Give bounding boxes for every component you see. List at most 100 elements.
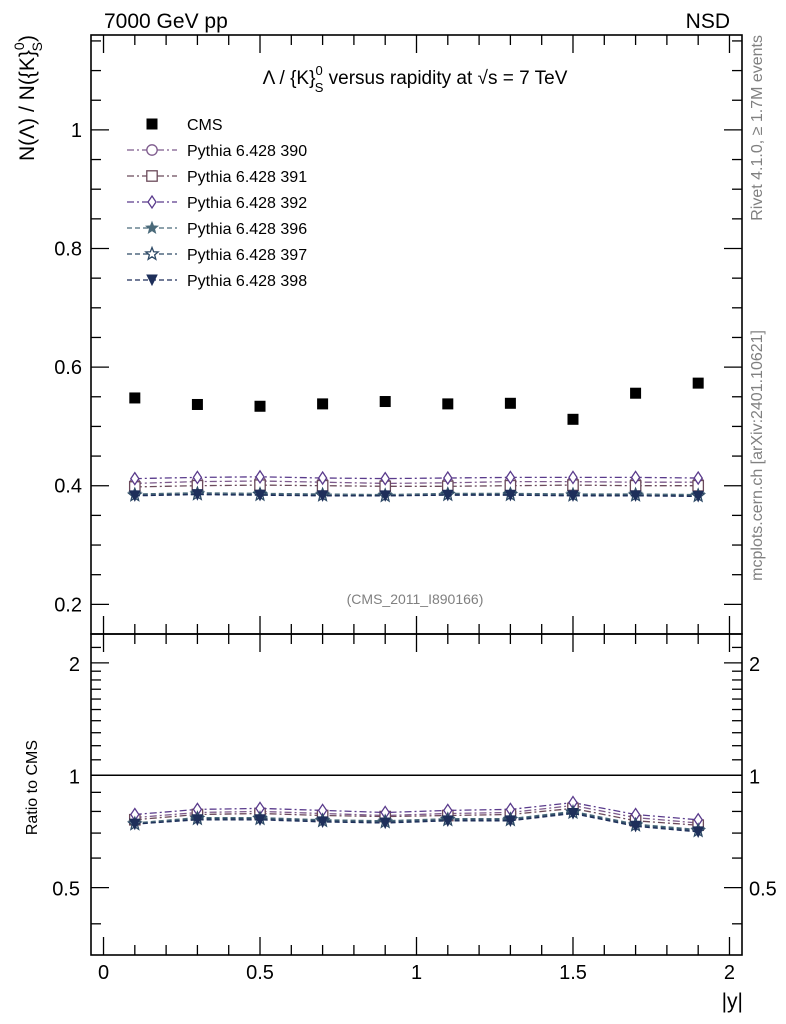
y-tick-label: 0.6 <box>54 357 82 379</box>
data-point <box>130 471 140 486</box>
ratio-frame <box>90 633 743 956</box>
ratio-point <box>567 807 579 820</box>
data-point <box>629 490 642 502</box>
ratio-y-tick-label-right: 1 <box>749 766 760 788</box>
legend-entry: CMS <box>146 117 223 134</box>
ratio-series-5 <box>126 804 707 838</box>
data-point <box>630 387 642 399</box>
legend-marker <box>144 245 160 261</box>
legend-label: Pythia 6.428 392 <box>187 195 307 212</box>
data-point <box>192 470 203 485</box>
series-line <box>134 480 699 485</box>
ratio-point <box>129 818 141 831</box>
series-line <box>134 484 699 488</box>
series-line <box>134 476 699 480</box>
data-point <box>380 471 390 486</box>
legend-marker <box>146 118 158 130</box>
data-point <box>630 470 641 485</box>
legend-entry: Pythia 6.428 398 <box>127 273 307 290</box>
ratio-point <box>379 817 392 830</box>
ratio-series-2 <box>128 802 705 832</box>
ratio-y-tick-label-right: 2 <box>749 654 760 676</box>
ratio-point <box>504 815 517 827</box>
ratio-line <box>134 812 699 833</box>
data-point <box>255 469 265 485</box>
ratio-line <box>134 807 699 826</box>
legend-label: Pythia 6.428 391 <box>187 169 307 186</box>
series-0 <box>129 377 704 425</box>
ratio-point <box>191 814 204 826</box>
data-point <box>441 489 454 502</box>
legend-entry: Pythia 6.428 397 <box>127 245 307 264</box>
y-axis-label: N(Λ) / N({K}0 S) <box>11 35 45 161</box>
data-point <box>504 397 516 409</box>
legend-label: Pythia 6.428 390 <box>187 143 307 160</box>
ratio-line <box>134 811 699 832</box>
legend-label: Pythia 6.428 396 <box>187 221 307 238</box>
x-tick-label: 1.5 <box>559 962 587 984</box>
side-label-mcplots: mcplots.cern.ch [arXiv:2401.10621] <box>749 330 766 581</box>
data-point <box>316 490 329 502</box>
data-point <box>505 470 516 485</box>
ratio-series-6 <box>129 807 704 839</box>
series-4 <box>127 485 706 501</box>
data-point <box>567 413 579 425</box>
data-point <box>379 396 391 408</box>
data-point <box>693 470 703 486</box>
x-tick-label: 1 <box>411 962 422 984</box>
data-point <box>568 470 578 485</box>
y-tick-label: 0.4 <box>54 476 82 498</box>
legend: CMS Pythia 6.428 390 Pythia 6.428 391 Pythi… <box>127 117 307 290</box>
x-tick-label: 2 <box>724 962 735 984</box>
y-tick-label: 0.2 <box>54 594 82 616</box>
series-3 <box>130 469 703 486</box>
header-left: 7000 GeV pp <box>104 10 228 33</box>
legend-entry: Pythia 6.428 390 <box>127 143 307 160</box>
axes: 0.2 0.4 0.6 0.8 1 0.5 0.5 1 1 2 2 0 0.5 1 1.5 2 <box>52 34 777 984</box>
ratio-point <box>692 826 704 839</box>
ratio-line <box>134 810 699 831</box>
data-point <box>254 489 266 502</box>
legend-marker <box>146 274 158 287</box>
legend-entry: Pythia 6.428 392 <box>127 194 307 212</box>
data-point <box>317 470 328 486</box>
legend-marker <box>144 220 160 234</box>
legend-marker <box>147 194 157 210</box>
data-point <box>504 489 517 502</box>
ratio-point <box>316 816 329 829</box>
ratio-line <box>134 804 699 824</box>
ratio-y-axis-label: Ratio to CMS <box>24 740 41 835</box>
legend-marker <box>146 144 158 156</box>
data-point <box>692 377 704 389</box>
ratio-point <box>254 814 266 826</box>
data-point <box>442 398 454 410</box>
legend-entry: Pythia 6.428 391 <box>127 169 307 186</box>
ratio-y-tick-label: 1 <box>69 766 80 788</box>
data-point <box>692 490 704 503</box>
ratio-line <box>134 801 699 821</box>
legend-entry: Pythia 6.428 396 <box>127 220 307 238</box>
series-line <box>134 492 699 496</box>
legend-label: CMS <box>187 117 223 134</box>
series-6 <box>129 489 704 503</box>
data-point <box>129 392 141 404</box>
series-layer <box>126 377 707 839</box>
data-point <box>191 489 204 501</box>
ratio-y-tick-label: 0.5 <box>52 879 80 901</box>
ratio-point <box>629 820 642 833</box>
x-tick-label: 0.5 <box>246 962 274 984</box>
legend-marker <box>146 170 158 182</box>
data-point <box>254 400 266 412</box>
y-tick-label: 1 <box>71 120 82 142</box>
analysis-tag: (CMS_2011_I890166) <box>347 591 484 607</box>
header-right: NSD <box>686 10 730 33</box>
y-tick-label: 0.8 <box>54 239 82 261</box>
ratio-series-3 <box>130 795 703 827</box>
data-point <box>567 490 579 502</box>
ratio-y-tick-label: 2 <box>69 654 80 676</box>
data-point <box>129 490 141 502</box>
legend-label: Pythia 6.428 397 <box>187 247 307 264</box>
side-label-rivet: Rivet 4.1.0, ≥ 1.7M events <box>749 35 766 221</box>
data-point <box>379 490 392 502</box>
